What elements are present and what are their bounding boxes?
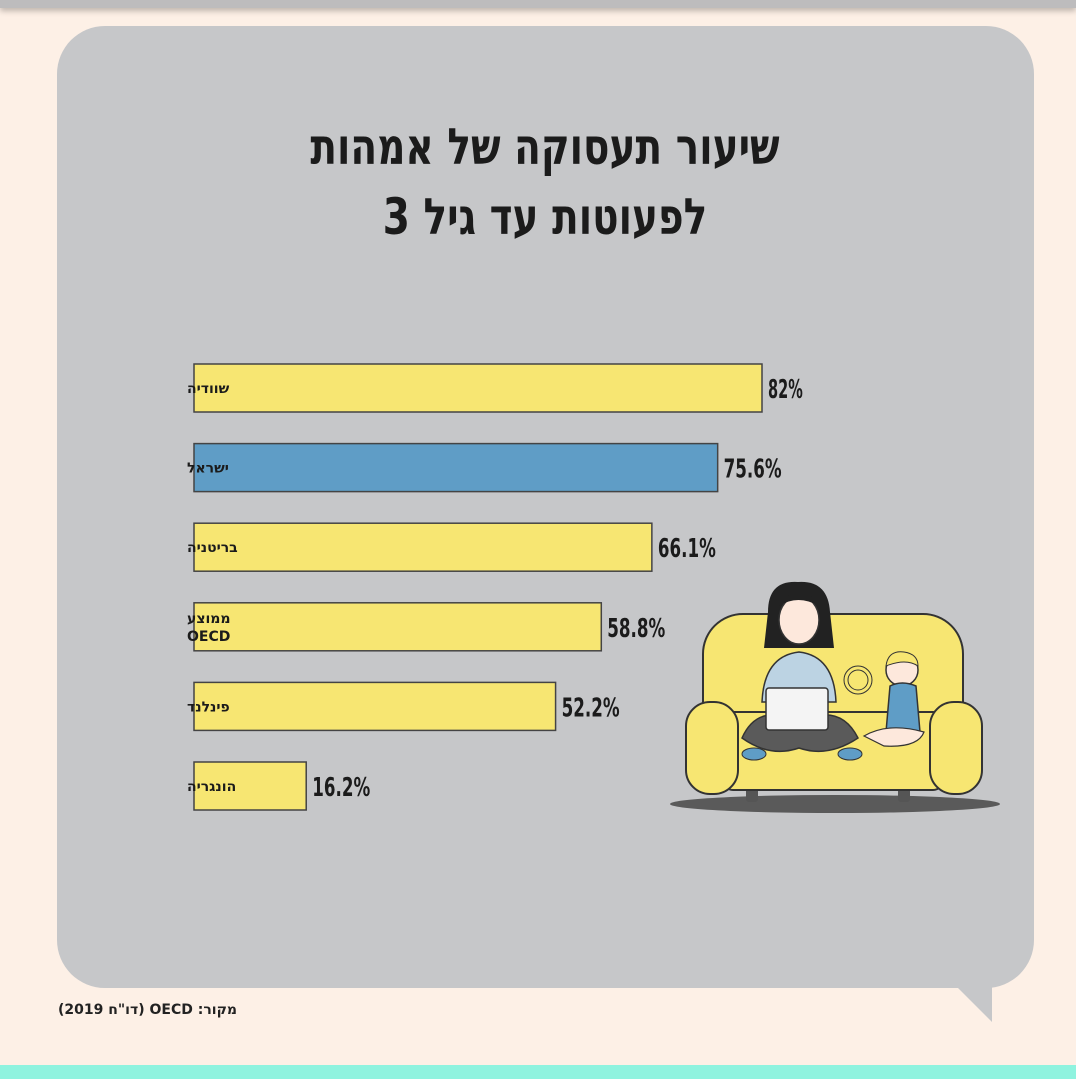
category-label-3: ממוצע OECD (187, 611, 231, 645)
category-label-5: הונגריה (187, 779, 236, 795)
bar-value-label-1: 75.6% (724, 455, 782, 485)
category-label-1: ישראל (187, 461, 229, 477)
bar-value-label-4: 52.2% (562, 693, 620, 723)
chart-title: שיעור תעסוקה של אמהות לפעוטות עד גיל 3 (182, 112, 907, 252)
speech-bubble-panel (57, 26, 1034, 988)
bar-value-label-3: 58.8% (607, 614, 665, 644)
bar-1 (193, 442, 719, 493)
bar-value-label-2: 66.1% (658, 534, 716, 564)
bar-value-label-5: 16.2% (312, 773, 370, 803)
chart-title-line-1: שיעור תעסוקה של אמהות (310, 118, 780, 176)
speech-bubble-tail (930, 960, 992, 1022)
category-label-2: בריטניה (187, 540, 238, 556)
category-label-0: שוודיה (187, 381, 230, 397)
bar-2 (193, 522, 653, 572)
bar-3 (193, 602, 603, 652)
bar-5 (193, 761, 307, 811)
top-strip (0, 0, 1076, 8)
bar-4 (193, 681, 557, 732)
bar-value-label-0: 82% (768, 375, 803, 405)
chart-title-line-2: לפעוטות עד גיל 3 (382, 188, 708, 246)
bottom-accent-strip (0, 1065, 1076, 1079)
bar-0 (193, 363, 763, 413)
source-note: מקור: OECD (דו"ח 2019) (58, 1002, 238, 1018)
mother-and-child-on-sofa-illustration (670, 581, 1000, 813)
category-label-4: פינלנד (187, 699, 230, 715)
